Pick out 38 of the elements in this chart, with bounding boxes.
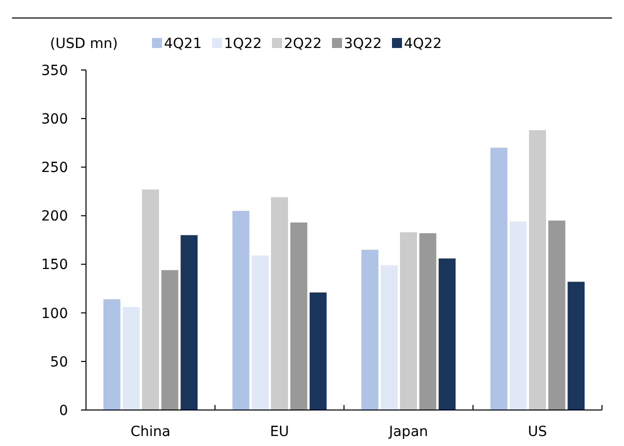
bar (510, 222, 527, 410)
x-tick-label: Japan (388, 424, 428, 440)
y-tick-label: 50 (50, 354, 68, 370)
bar (438, 258, 456, 410)
bar (232, 210, 250, 410)
bar (419, 233, 436, 410)
y-tick-label: 350 (41, 62, 68, 79)
bar (122, 307, 140, 410)
x-tick-label: EU (270, 424, 290, 440)
bar (271, 197, 288, 410)
legend-label: 4Q22 (404, 36, 442, 52)
bar (290, 222, 308, 410)
bar (568, 282, 585, 410)
bar (103, 299, 120, 410)
bar (548, 220, 566, 410)
y-tick-label: 200 (41, 208, 68, 225)
bar (490, 148, 508, 410)
y-tick-label: 100 (41, 306, 68, 322)
bar (400, 232, 417, 410)
legend-label: 2Q22 (284, 36, 322, 52)
bar (252, 256, 269, 410)
y-tick-label: 0 (59, 402, 68, 419)
legend-label: 1Q22 (224, 36, 262, 52)
bar (380, 265, 398, 410)
y-axis-title: (USD mn) (50, 36, 118, 52)
x-tick-label: US (528, 424, 548, 440)
bar (529, 130, 546, 410)
legend-label: 4Q21 (164, 36, 202, 52)
bar (142, 189, 159, 410)
bar (180, 235, 198, 410)
bar (161, 270, 178, 410)
bar (310, 292, 327, 410)
bar (361, 250, 378, 410)
y-tick-label: 300 (41, 111, 68, 128)
y-tick-label: 150 (41, 257, 68, 274)
legend-label: 3Q22 (344, 36, 382, 52)
y-tick-label: 250 (41, 160, 68, 176)
x-tick-label: China (130, 424, 170, 440)
